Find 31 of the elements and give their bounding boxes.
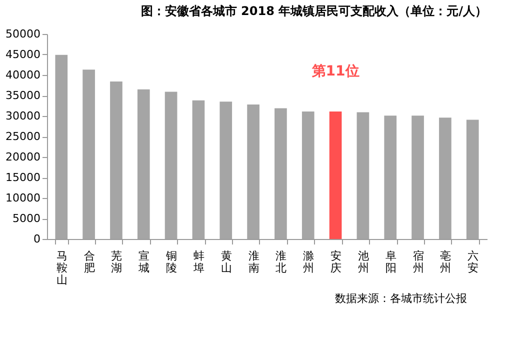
y-tick-label: 15000 [6, 171, 40, 184]
y-tick-label: 50000 [6, 28, 40, 40]
x-tick-label: 黄山 [220, 250, 232, 274]
annotation: 第11位 [310, 63, 360, 80]
chart-title: 图：安徽省各城市 2018 年城镇居民可支配收入（单位：元/人） [140, 4, 487, 18]
y-tick-label: 45000 [6, 48, 40, 61]
y-tick-label: 35000 [6, 89, 40, 102]
y-tick-label: 40000 [6, 68, 40, 82]
x-tick-label: 阜阳 [385, 250, 396, 274]
x-tick-label: 宣城 [138, 250, 150, 274]
x-tick-label: 安庆 [330, 250, 342, 274]
x-tick-label: 淮北 [276, 250, 287, 274]
x-tick-label: 池州 [358, 250, 369, 274]
x-tick-label: 淮南 [248, 250, 260, 274]
x-tick-label: 铜陵 [165, 250, 178, 274]
y-tick-label: 10000 [6, 192, 40, 204]
y-tick-label: 30000 [6, 110, 40, 122]
x-tick-label: 滁州 [303, 250, 314, 274]
x-tick-label: 芜湖 [111, 250, 122, 274]
source-note: 数据来源：各城市统计公报 [335, 292, 467, 305]
x-tick-label: 合肥 [84, 250, 95, 274]
y-tick-label: 25000 [6, 130, 40, 143]
y-tick-label: 0 [34, 232, 40, 246]
y-tick-label: 20000 [6, 150, 40, 164]
y-tick-label: 5000 [12, 212, 40, 225]
bar [329, 111, 342, 239]
x-tick-label: 六安 [468, 250, 479, 274]
x-tick-label: 蚌埠 [192, 250, 204, 274]
x-tick-label: 亳州 [440, 250, 452, 274]
x-tick-label: 马鞍山 [56, 250, 68, 286]
x-tick-label: 宿州 [412, 250, 424, 274]
